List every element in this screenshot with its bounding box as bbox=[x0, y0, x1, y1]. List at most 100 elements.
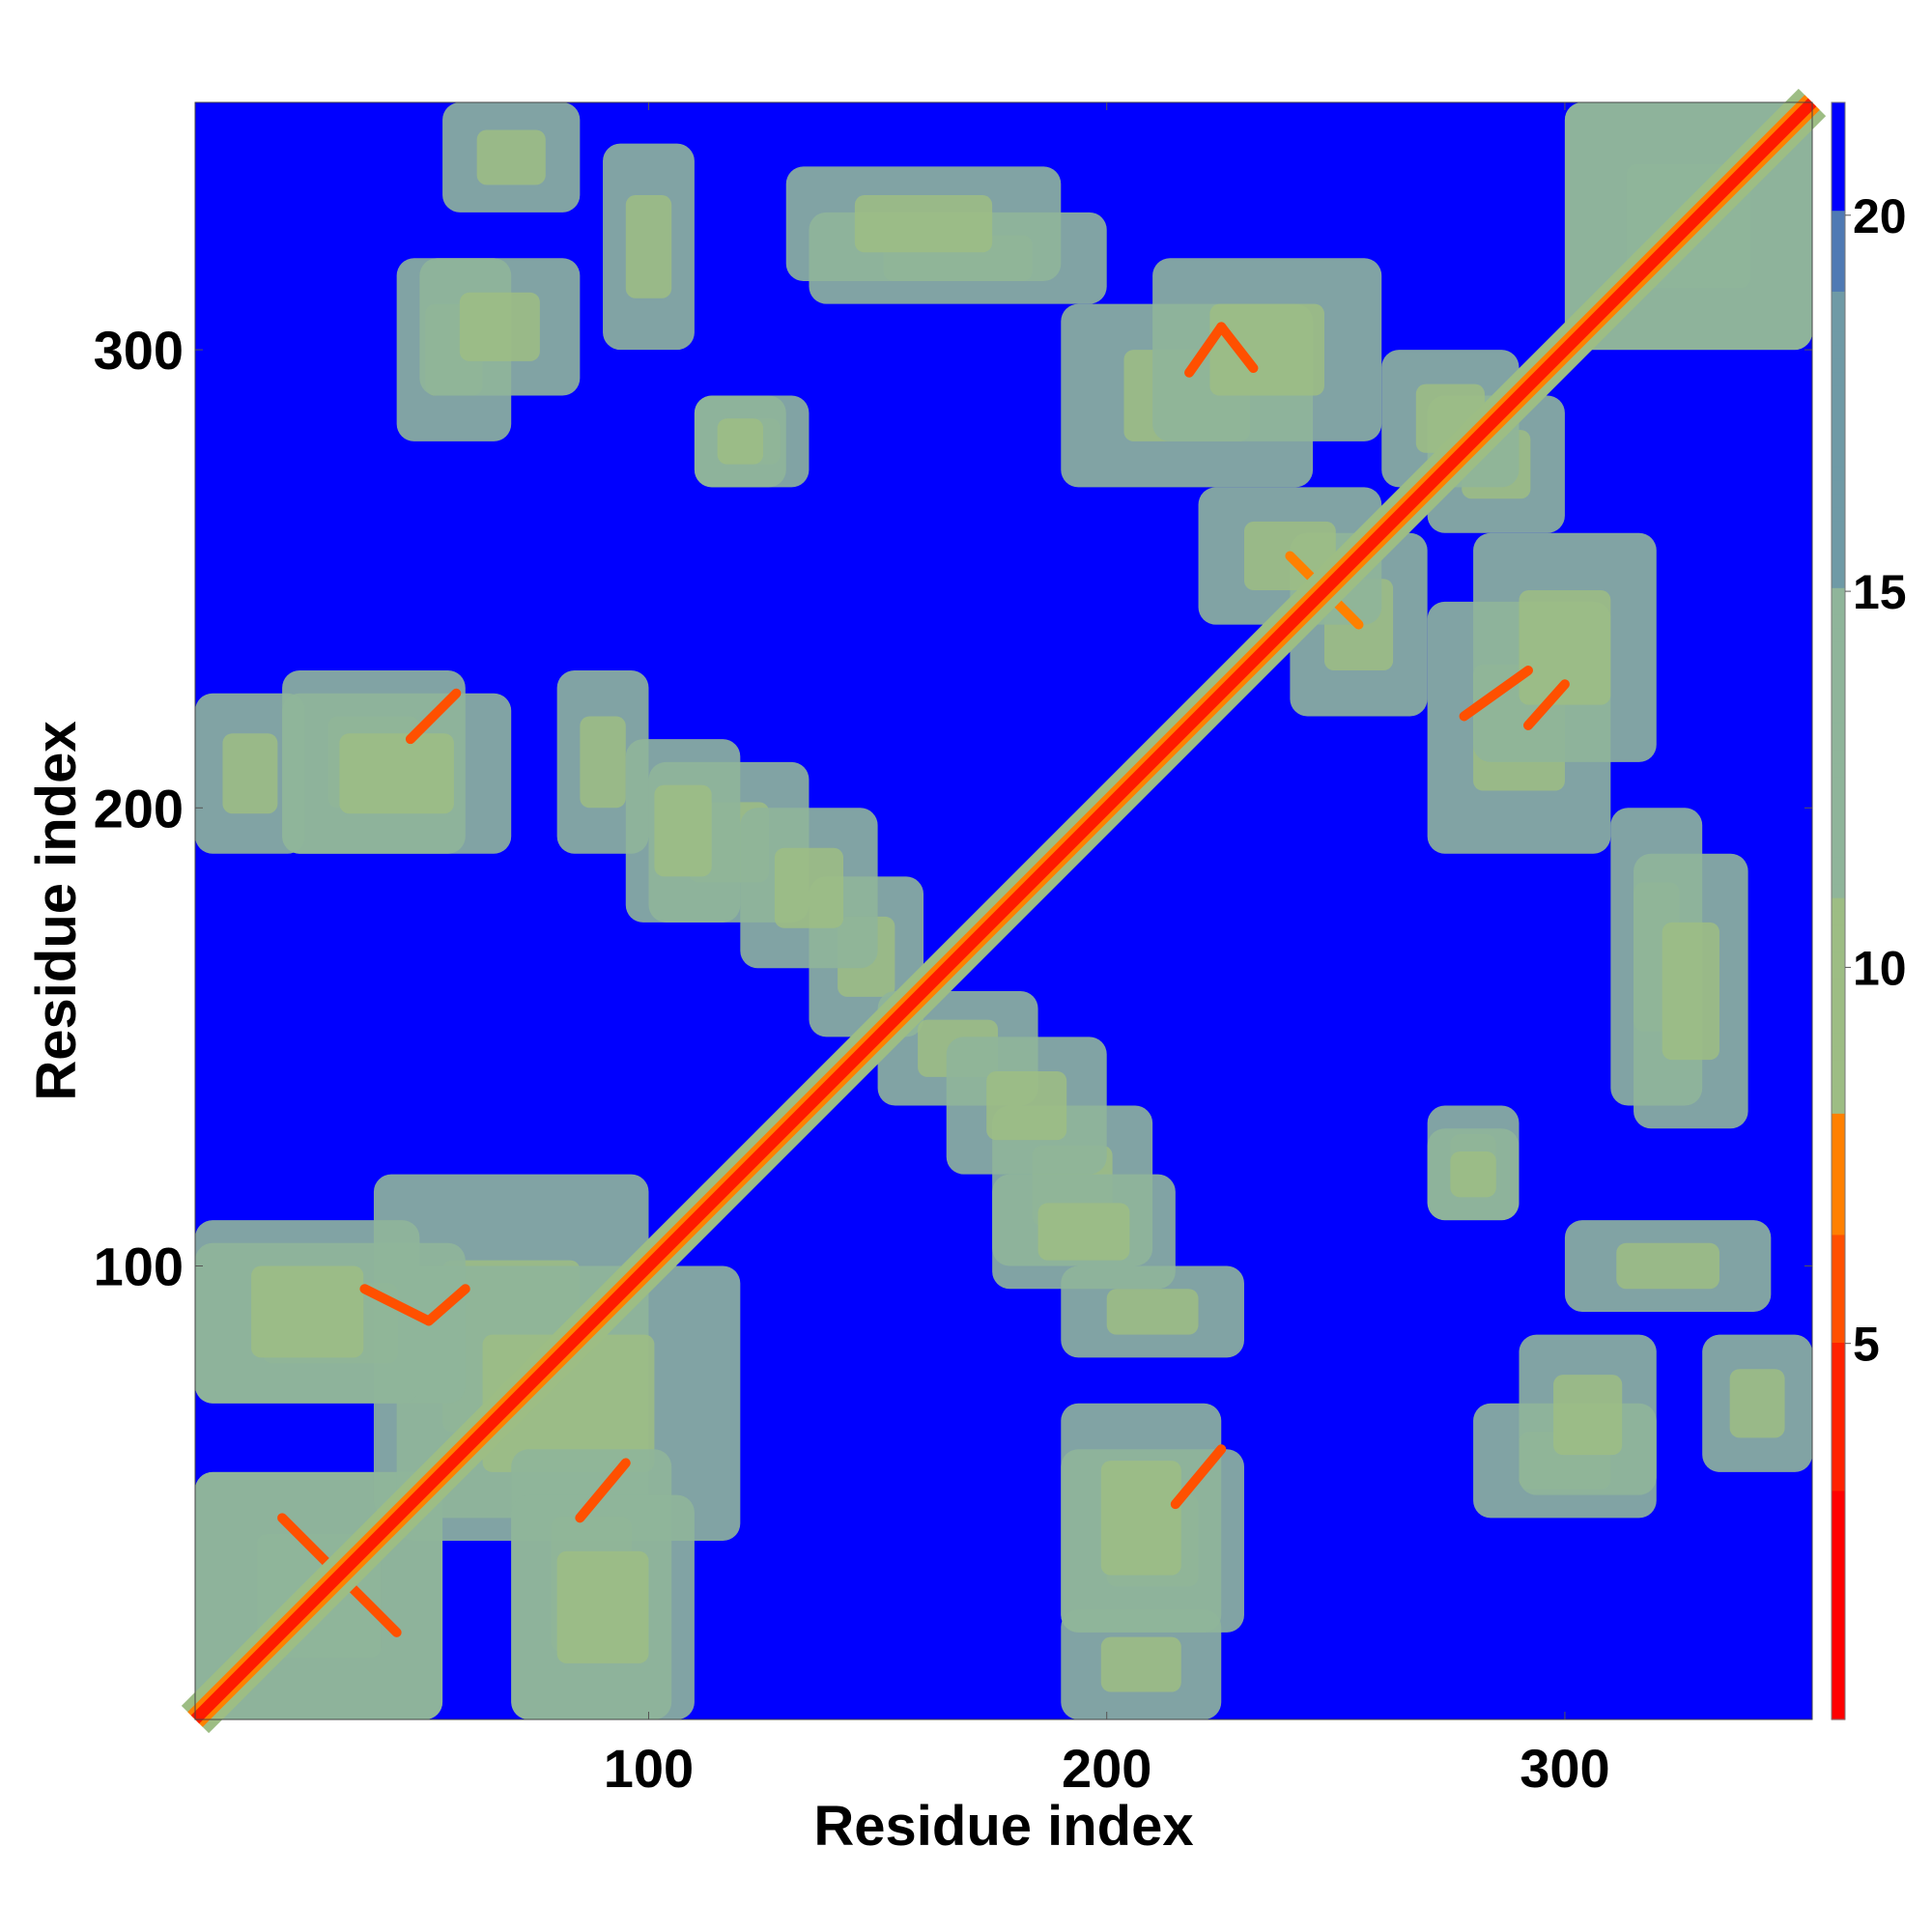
colorbar-frame bbox=[1831, 101, 1846, 1720]
colorbar-segment bbox=[1832, 1301, 1845, 1317]
colorbar-segment bbox=[1832, 1328, 1845, 1343]
colorbar-tick-label-2: 15 bbox=[1853, 565, 1907, 619]
colorbar-segment bbox=[1832, 991, 1845, 1007]
colorbar-segment bbox=[1832, 1261, 1845, 1276]
colorbar-segment bbox=[1832, 223, 1845, 239]
colorbar-segment bbox=[1832, 102, 1845, 117]
colorbar-segment bbox=[1832, 425, 1845, 440]
colorbar-segment bbox=[1832, 1450, 1845, 1464]
colorbar-segment bbox=[1832, 1436, 1845, 1451]
colorbar-segment bbox=[1832, 749, 1845, 764]
colorbar-segment bbox=[1832, 331, 1845, 346]
colorbar-segment bbox=[1832, 735, 1845, 751]
colorbar-segment bbox=[1832, 142, 1845, 157]
colorbar-segment bbox=[1832, 304, 1845, 319]
colorbar-segment bbox=[1832, 601, 1845, 615]
colorbar-segment bbox=[1832, 115, 1845, 130]
contact-region-11-mirror bbox=[282, 693, 512, 854]
colorbar-segment bbox=[1832, 128, 1845, 144]
colorbar-segment bbox=[1832, 1274, 1845, 1290]
colorbar-segment bbox=[1832, 708, 1845, 724]
colorbar-segment bbox=[1832, 1665, 1845, 1680]
contact-region-20 bbox=[1702, 1334, 1812, 1472]
colorbar-segment bbox=[1832, 641, 1845, 656]
colorbar-segment bbox=[1832, 830, 1845, 844]
y-tick-label-1: 200 bbox=[94, 778, 184, 838]
colorbar-segment bbox=[1832, 1193, 1845, 1208]
contact-region-20-mirror bbox=[442, 102, 581, 213]
contact-line-9 bbox=[1170, 1444, 1227, 1510]
colorbar-segment bbox=[1832, 1059, 1845, 1073]
colorbar-segment bbox=[1832, 1652, 1845, 1666]
contact-line-6 bbox=[1216, 322, 1259, 374]
colorbar-segment bbox=[1832, 789, 1845, 804]
colorbar-segment bbox=[1832, 1072, 1845, 1087]
contact-region-24 bbox=[1427, 1128, 1520, 1221]
colorbar-segment bbox=[1832, 1598, 1845, 1612]
colorbar-segment bbox=[1832, 695, 1845, 710]
colorbar-segment bbox=[1832, 1611, 1845, 1626]
colorbar-segment bbox=[1832, 1679, 1845, 1693]
contact-region-17 bbox=[1473, 532, 1657, 762]
colorbar-segment bbox=[1832, 1584, 1845, 1600]
x-axis-label: Residue index bbox=[813, 1795, 1193, 1858]
colorbar-segment bbox=[1832, 384, 1845, 400]
colorbar-segment bbox=[1832, 264, 1845, 278]
colorbar-segment bbox=[1832, 1463, 1845, 1478]
y-axis: 100 200 300 bbox=[94, 320, 1812, 1297]
plot-frame bbox=[194, 101, 1813, 1720]
colorbar-segment bbox=[1832, 506, 1845, 522]
colorbar-segment bbox=[1832, 412, 1845, 427]
colorbar-segment bbox=[1832, 574, 1845, 588]
colorbar-segment bbox=[1832, 1032, 1845, 1047]
colorbar-segment bbox=[1832, 1113, 1845, 1127]
x-tick-label-0: 100 bbox=[604, 1738, 694, 1799]
contact-region-18-mirror bbox=[785, 166, 1062, 281]
x-tick-label-2: 300 bbox=[1520, 1738, 1609, 1799]
colorbar-segment bbox=[1832, 1140, 1845, 1154]
colorbar-segment bbox=[1832, 978, 1845, 993]
colorbar-segment bbox=[1832, 776, 1845, 791]
colorbar-segment bbox=[1832, 1342, 1845, 1356]
colorbar: 5 10 15 20 bbox=[1831, 101, 1907, 1720]
colorbar-segment bbox=[1832, 803, 1845, 817]
colorbar-segment bbox=[1832, 587, 1845, 602]
colorbar-segment bbox=[1832, 533, 1845, 548]
colorbar-segment bbox=[1832, 654, 1845, 669]
contact-line-2 bbox=[423, 1284, 470, 1326]
colorbar-segment bbox=[1832, 681, 1845, 696]
contact-region-4 bbox=[195, 693, 305, 854]
colorbar-segment bbox=[1832, 1153, 1845, 1168]
diagonal-band bbox=[181, 88, 1827, 1734]
colorbar-segment bbox=[1832, 398, 1845, 413]
colorbar-segment bbox=[1832, 1247, 1845, 1263]
contact-region-10-mirror bbox=[625, 739, 741, 923]
colorbar-segment bbox=[1832, 1234, 1845, 1249]
colorbar-segment bbox=[1832, 372, 1845, 386]
colorbar-segment bbox=[1832, 156, 1845, 171]
colorbar-segment bbox=[1832, 1625, 1845, 1639]
contact-region-19 bbox=[1519, 1334, 1657, 1495]
colorbar-segment bbox=[1832, 614, 1845, 629]
colorbar-segment bbox=[1832, 1571, 1845, 1586]
colorbar-segment bbox=[1832, 1692, 1845, 1707]
colorbar-segment bbox=[1832, 1638, 1845, 1653]
colorbar-segment bbox=[1832, 1396, 1845, 1410]
contact-line-5 bbox=[1184, 322, 1227, 378]
contact-region-18 bbox=[1634, 853, 1748, 1129]
contact-region-9-mirror bbox=[740, 808, 878, 969]
colorbar-segment bbox=[1832, 964, 1845, 980]
colorbar-segment bbox=[1832, 1315, 1845, 1330]
contact-regions bbox=[195, 102, 1812, 1719]
colorbar-segment bbox=[1832, 1167, 1845, 1181]
colorbar-segment bbox=[1832, 520, 1845, 534]
colorbar-segment bbox=[1832, 1086, 1845, 1100]
colorbar-tick-label-1: 10 bbox=[1853, 941, 1907, 995]
contact-region-19-mirror bbox=[419, 258, 581, 396]
colorbar-segment bbox=[1832, 560, 1845, 575]
contact-region-3 bbox=[511, 1494, 695, 1719]
colorbar-segment bbox=[1832, 1476, 1845, 1492]
colorbar-segment bbox=[1832, 250, 1845, 265]
colorbar-segment bbox=[1832, 1355, 1845, 1370]
colorbar-segment bbox=[1832, 1369, 1845, 1383]
